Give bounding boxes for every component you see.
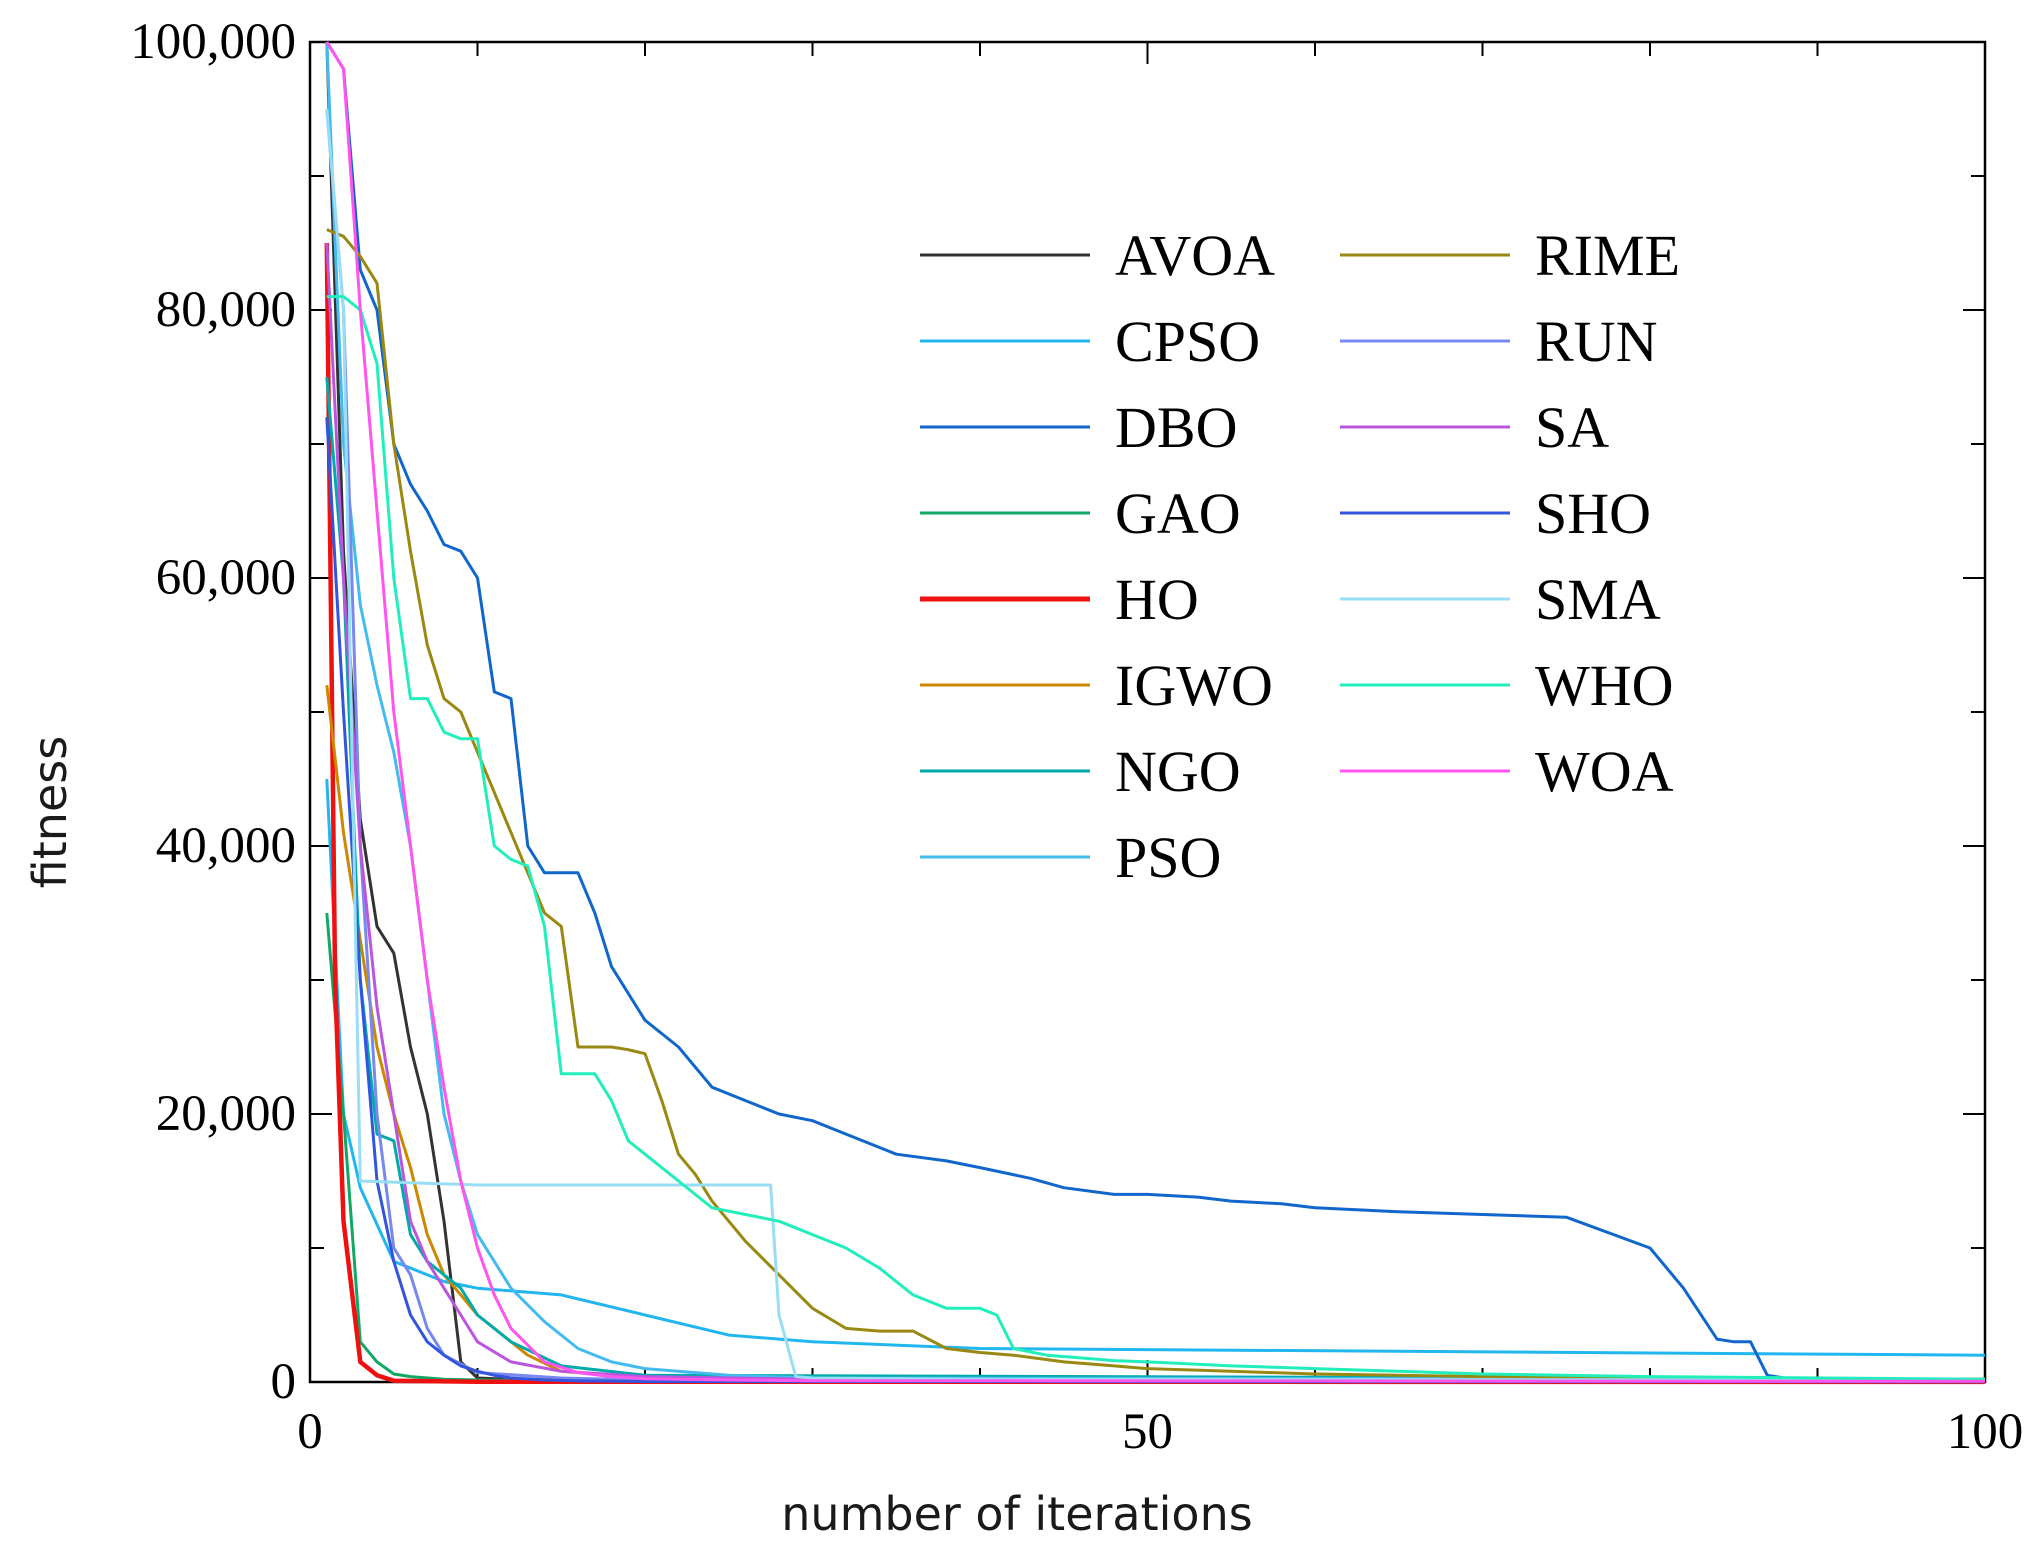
series-line-rime: [326, 228, 1986, 1381]
legend-label-ho: HO: [1115, 567, 1199, 632]
legend-label-avoa: AVOA: [1115, 223, 1275, 288]
y-tick-label: 20,000: [156, 1086, 296, 1142]
legend-label-dbo: DBO: [1115, 395, 1237, 460]
series-line-cpso: [325, 778, 1986, 1357]
series-line-sma: [325, 108, 1986, 1382]
legend-label-pso: PSO: [1115, 825, 1221, 890]
x-axis-label: number of iterations: [781, 1487, 1252, 1541]
series-line-sa: [325, 242, 1986, 1383]
series-line-woa: [325, 41, 1986, 1383]
series-line-who: [326, 295, 1986, 1381]
series-line-sho: [325, 417, 1986, 1384]
x-tick-label: 0: [297, 1404, 323, 1460]
y-tick-label: 60,000: [156, 550, 296, 606]
y-tick-label: 40,000: [156, 818, 296, 874]
y-axis-label: fitness: [23, 736, 77, 888]
legend-label-ngo: NGO: [1115, 739, 1241, 804]
legend-label-sho: SHO: [1535, 481, 1651, 546]
y-tick-label: 80,000: [156, 282, 296, 338]
legend-label-sma: SMA: [1535, 567, 1661, 632]
x-tick-label: 100: [1947, 1404, 2024, 1460]
legend-label-gao: GAO: [1115, 481, 1241, 546]
series-line-gao: [325, 912, 1986, 1383]
legend-label-woa: WOA: [1535, 739, 1674, 804]
y-tick-label: 100,000: [130, 14, 296, 70]
series-line-ho: [324, 242, 1986, 1385]
x-tick-label: 50: [1122, 1404, 1173, 1460]
series-line-dbo: [325, 41, 1986, 1383]
legend-label-cpso: CPSO: [1115, 309, 1260, 374]
series-line-run: [325, 108, 1986, 1383]
legend-label-who: WHO: [1535, 653, 1674, 718]
legend-label-sa: SA: [1535, 395, 1609, 460]
y-tick-label: 0: [271, 1354, 297, 1410]
legend-label-run: RUN: [1535, 309, 1657, 374]
legend-label-rime: RIME: [1535, 223, 1680, 288]
series-line-pso: [325, 41, 1986, 1381]
legend-label-igwo: IGWO: [1115, 653, 1273, 718]
